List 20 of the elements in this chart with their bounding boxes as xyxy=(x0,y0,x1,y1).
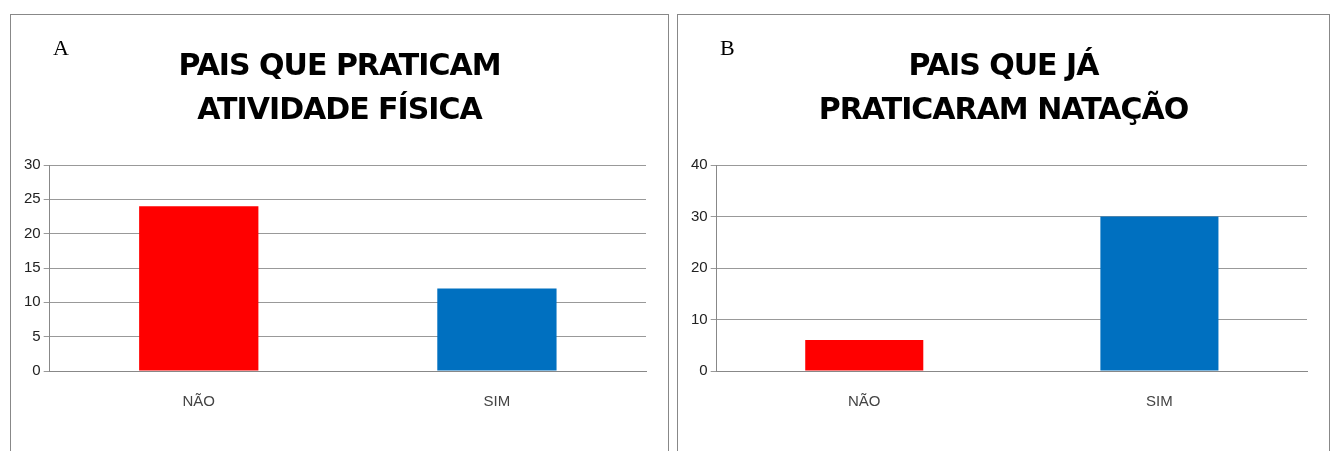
y-tick-label: 20 xyxy=(24,223,41,241)
y-tick-label: 30 xyxy=(24,155,41,173)
x-tick-label: NÃO xyxy=(848,392,881,410)
y-tick-label: 25 xyxy=(24,189,41,207)
y-tick-label: 40 xyxy=(691,155,708,173)
y-tick-label: 20 xyxy=(691,258,708,276)
y-tick-label: 0 xyxy=(699,361,708,379)
y-tick-label: 10 xyxy=(24,292,41,310)
y-tick-label: 5 xyxy=(32,326,41,344)
y-tick-label: 0 xyxy=(32,361,41,379)
x-tick-label: NÃO xyxy=(182,392,216,410)
text: A xyxy=(53,35,69,61)
y-tick-label: 15 xyxy=(24,258,41,276)
text: B xyxy=(720,35,735,61)
chart-title: PAIS QUE JÁ PRATICARAM NATAÇÃO xyxy=(817,46,1190,128)
x-tick-label: SIM xyxy=(1146,392,1173,410)
y-tick-label: 10 xyxy=(691,309,708,327)
chart-title: PAIS QUE PRATICAM ATIVIDADE FÍSICA xyxy=(177,46,502,128)
x-tick-label: SIM xyxy=(483,392,511,410)
y-tick-label: 30 xyxy=(691,206,708,224)
